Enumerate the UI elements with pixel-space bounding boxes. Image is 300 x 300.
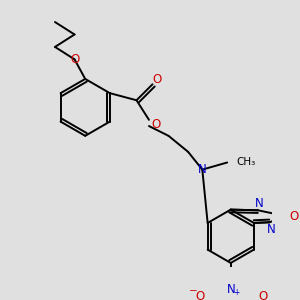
Text: N: N [198,163,207,176]
Text: O: O [195,290,204,300]
Text: CH₃: CH₃ [236,158,255,167]
Text: N: N [267,223,276,236]
Text: O: O [152,118,161,131]
Text: O: O [289,210,298,223]
Text: −: − [189,286,198,296]
Text: N: N [226,283,235,296]
Text: O: O [258,290,267,300]
Text: O: O [152,73,162,86]
Text: N: N [255,197,264,210]
Text: O: O [70,53,79,66]
Text: +: + [233,288,239,297]
